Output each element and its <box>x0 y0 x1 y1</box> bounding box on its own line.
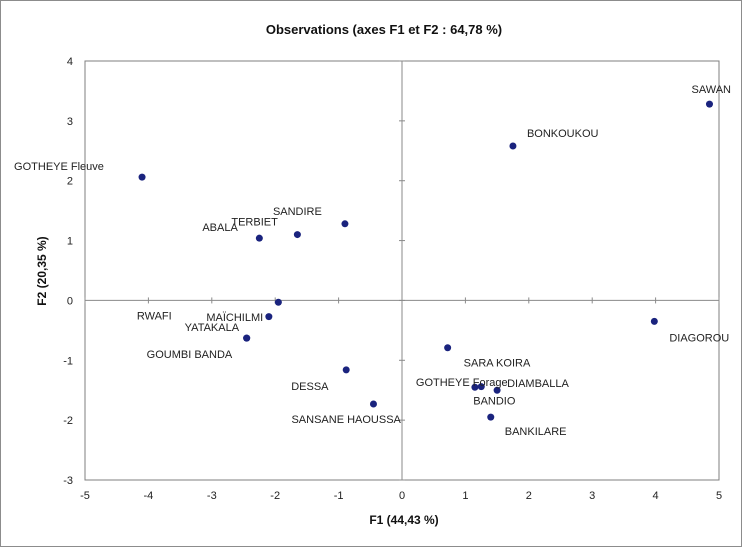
scatter-points <box>138 100 713 421</box>
scatter-point <box>341 220 349 228</box>
scatter-point <box>274 298 282 306</box>
y-tick-label: 4 <box>67 56 73 68</box>
x-axis-title: F1 (44,43 %) <box>369 513 438 527</box>
x-tick-label: 2 <box>526 490 532 502</box>
y-tick-labels: -3 -2 -1 0 1 2 3 4 <box>63 56 73 487</box>
point-label: GOTHEYE Forage <box>416 377 508 389</box>
point-label: SARA KOIRA <box>464 358 531 370</box>
scatter-point <box>509 142 517 150</box>
scatter-point <box>255 234 263 242</box>
y-tick-label: -2 <box>63 415 73 427</box>
x-tick-label: -4 <box>144 490 154 502</box>
x-tick-label: -2 <box>270 490 280 502</box>
point-label: GOTHEYE Fleuve <box>14 161 104 173</box>
point-label: SAWAN <box>691 84 731 96</box>
point-label: DIAMBALLA <box>507 378 569 390</box>
x-tick-label: -1 <box>334 490 344 502</box>
scatter-point <box>471 383 479 391</box>
scatter-point <box>477 383 485 391</box>
scatter-point <box>265 313 273 321</box>
point-label: RWAFI <box>137 311 172 323</box>
chart-title: Observations (axes F1 et F2 : 64,78 %) <box>266 22 502 37</box>
x-tick-label: 0 <box>399 490 405 502</box>
y-tick-label: -1 <box>63 355 73 367</box>
x-tick-label: 1 <box>462 490 468 502</box>
x-tick-label: 3 <box>589 490 595 502</box>
point-label: GOUMBI BANDA <box>147 349 233 361</box>
y-tick-label: 0 <box>67 295 73 307</box>
point-label: ABALA <box>202 222 238 234</box>
scatter-point <box>369 400 377 408</box>
y-tick-label: 2 <box>67 176 73 188</box>
point-label: SANDIRE <box>273 206 322 218</box>
point-labels: SAWAN BONKOUKOU GOTHEYE Fleuve SANDIRETERBI… <box>14 84 731 438</box>
scatter-point <box>487 413 495 421</box>
scatter-point <box>444 344 452 352</box>
x-tick-label: 5 <box>716 490 722 502</box>
point-label: SANSANE HAOUSSA <box>291 414 401 426</box>
scatter-point <box>243 334 251 342</box>
y-tick-label: 1 <box>67 236 73 248</box>
scatter-point <box>493 386 501 394</box>
scatter-point <box>705 100 713 108</box>
scatter-point <box>342 366 350 374</box>
y-axis-title: F2 (20,35 %) <box>35 236 49 305</box>
point-label: BANKILARE <box>505 426 567 438</box>
x-tick-label: -3 <box>207 490 217 502</box>
point-label: YATAKALA <box>185 322 240 334</box>
scatter-point <box>293 231 301 239</box>
point-label: MAÏCHILMI <box>206 312 263 324</box>
x-tick-label: 4 <box>653 490 659 502</box>
point-label: DESSA <box>291 381 329 393</box>
x-tick-label: -5 <box>80 490 90 502</box>
y-tick-label: -3 <box>63 475 73 487</box>
point-label: BONKOUKOU <box>527 128 599 140</box>
point-label: TERBIET <box>231 217 278 229</box>
point-label: DIAGOROU <box>669 332 729 344</box>
x-tick-labels: -5 -4 -3 -2 -1 0 1 2 3 4 5 <box>80 490 722 502</box>
scatter-point <box>650 317 658 325</box>
scatter-point <box>138 173 146 181</box>
point-label: BANDIO <box>473 396 516 408</box>
tick-marks <box>84 60 720 481</box>
y-tick-label: 3 <box>67 116 73 128</box>
